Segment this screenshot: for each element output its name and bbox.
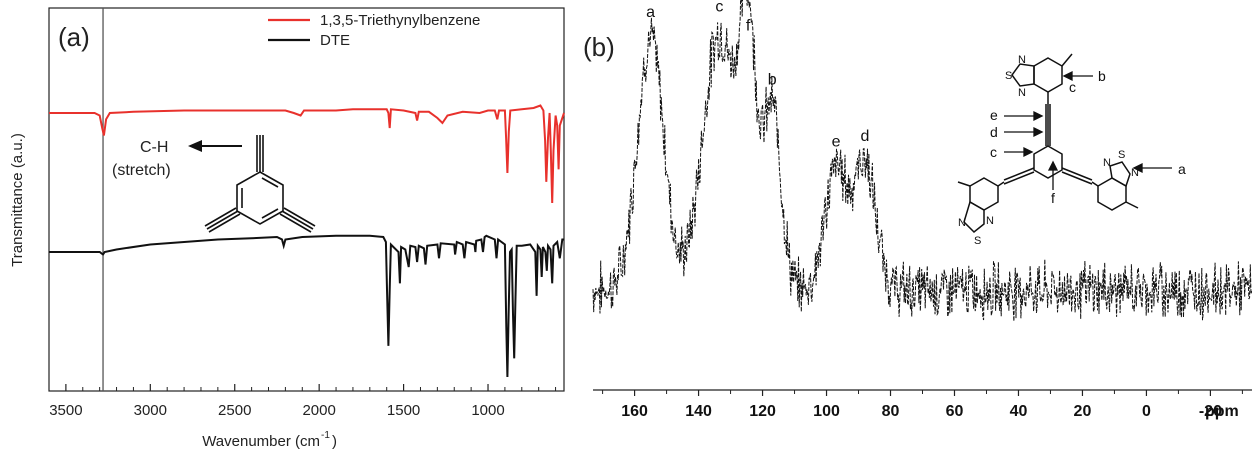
peak-label-d: d — [860, 128, 869, 145]
nmr-spectrum-line — [592, 0, 1252, 322]
panel-b-x-tick-label: 80 — [882, 403, 900, 420]
stretch-label: (stretch) — [112, 162, 171, 179]
arrow-a-head — [1132, 162, 1143, 174]
atom-n-top-2: N — [1018, 87, 1026, 99]
panel-a-x-tick-label: 1000 — [471, 402, 504, 419]
panel-a-x-axis-label-close: ) — [332, 433, 337, 450]
ring-double-bond-1 — [261, 177, 279, 188]
left-linker — [997, 181, 1005, 187]
top-thiadiazole-ring — [1011, 63, 1035, 87]
atom-n-left-2: N — [958, 217, 966, 229]
alkyne-lower-left-2 — [1003, 171, 1035, 185]
alkyne-left-1 — [204, 207, 237, 227]
atom-n-right-1: N — [1103, 157, 1111, 169]
peak-label-f: f — [746, 17, 751, 34]
left-thiadiazole-ring — [963, 200, 985, 234]
position-label-c: c — [990, 144, 997, 160]
position-label-a: a — [1178, 161, 1186, 177]
panel-b-x-tick-label: 140 — [685, 403, 712, 420]
peak-label-e: e — [832, 134, 841, 151]
position-label-d: d — [990, 124, 998, 140]
top-methyl — [1061, 53, 1073, 67]
panel-b-x-tick-label: 120 — [749, 403, 776, 420]
ring-double-bond-2 — [261, 208, 279, 219]
arrow-b-head — [1062, 70, 1073, 82]
panel-b-x-axis-label: ppm — [1205, 403, 1239, 420]
right-methyl — [1125, 201, 1139, 209]
ch-arrow-head — [188, 140, 202, 152]
ch-stretch-annotation: C-H (stretch) — [112, 139, 242, 179]
panel-a-x-tick-label: 3500 — [49, 402, 82, 419]
panel-a-x-tick-label: 2500 — [218, 402, 251, 419]
panel-b-x-tick-label: 0 — [1142, 403, 1151, 420]
arrow-d-head — [1033, 126, 1044, 138]
panel-b-x-tick-label: 40 — [1010, 403, 1028, 420]
tris-benzothiadiazole-structure: N S N N S N N S N c b e d c a f — [957, 53, 1186, 247]
atom-n-right-2: N — [1131, 167, 1139, 179]
series-dte-line — [49, 234, 564, 378]
panel-a-x-axis: 3500 3000 2500 2000 1500 1000 — [49, 384, 557, 419]
alkyne-right-3 — [279, 213, 312, 233]
atom-s-top: S — [1005, 70, 1012, 82]
panel-b-label: (b) — [583, 32, 615, 62]
peak-label-a: a — [646, 4, 655, 21]
panel-b-x-tick-label: 160 — [621, 403, 648, 420]
atom-s-left: S — [974, 235, 981, 247]
position-label-c-ring: c — [1069, 79, 1076, 95]
panel-a-label: (a) — [58, 22, 90, 52]
top-benzothiadiazole-ring — [1033, 57, 1063, 93]
panel-b-x-axis: 160 140 120 100 80 60 40 20 0 -20 — [602, 390, 1243, 420]
alkyne-lower-right-1 — [1061, 167, 1093, 181]
triethynylbenzene-structure — [204, 135, 316, 233]
central-benzene-ring — [1033, 145, 1063, 179]
peak-label-b: b — [768, 71, 777, 88]
ch-label: C-H — [140, 139, 168, 156]
arrow-f-head — [1047, 160, 1059, 171]
atom-n-top-1: N — [1018, 54, 1026, 66]
alkyne-left-3 — [208, 213, 241, 233]
panel-a-x-axis-label: Wavenumber (cm — [202, 433, 320, 450]
panel-b-x-tick-label: 60 — [946, 403, 964, 420]
position-label-e: e — [990, 107, 998, 123]
panel-a-frame — [48, 7, 565, 392]
position-label-f: f — [1051, 190, 1055, 206]
alkyne-lower-right-2 — [1061, 171, 1093, 185]
series-triethynylbenzene-line — [49, 104, 565, 204]
panel-a-x-tick-label: 3000 — [134, 402, 167, 419]
arrow-e-head — [1033, 110, 1044, 122]
alkyne-lower-left-1 — [1003, 167, 1035, 181]
panel-a-x-tick-label: 1500 — [387, 402, 420, 419]
atom-s-right: S — [1118, 149, 1125, 161]
panel-a-y-axis-label: Transmittance (a.u.) — [9, 133, 26, 267]
alkyne-left-2 — [206, 210, 239, 230]
benzene-ring — [236, 171, 284, 225]
atom-n-left-1: N — [986, 215, 994, 227]
panel-a-x-axis-label-superscript: -1 — [321, 430, 330, 441]
alkyne-right-1 — [283, 207, 316, 227]
alkyne-right-2 — [281, 210, 314, 230]
right-thiadiazole-ring — [1109, 161, 1131, 188]
peak-label-c: c — [715, 0, 723, 16]
panel-b-x-tick-label: 100 — [813, 403, 840, 420]
panel-a-legend: 1,3,5-Triethynylbenzene DTE — [268, 12, 480, 49]
peak-labels: a c f b e d — [646, 0, 869, 151]
arrow-c-head — [1023, 146, 1034, 158]
panel-a-x-tick-label: 2000 — [302, 402, 335, 419]
panel-b-x-tick-label: 20 — [1074, 403, 1092, 420]
legend-label-dte: DTE — [320, 32, 350, 49]
left-methyl — [957, 181, 971, 187]
panel-a: (a) 3500 3000 2500 2000 1500 1000 1,3,5-Triet… — [9, 7, 565, 450]
position-label-b: b — [1098, 68, 1106, 84]
legend-label-triethynylbenzene: 1,3,5-Triethynylbenzene — [320, 12, 480, 29]
panel-b-x-tick-label: -20 — [1199, 403, 1222, 420]
right-linker — [1091, 181, 1099, 187]
